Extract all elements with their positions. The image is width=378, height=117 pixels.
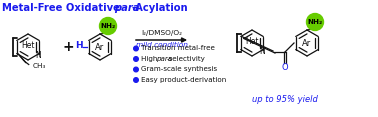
Text: Metal-Free Oxidative: Metal-Free Oxidative: [2, 3, 123, 13]
Text: N: N: [36, 51, 41, 60]
Text: NH₂: NH₂: [307, 19, 322, 25]
Circle shape: [307, 13, 324, 31]
Text: para: para: [114, 3, 139, 13]
Text: N: N: [259, 47, 265, 56]
Circle shape: [134, 46, 138, 51]
Text: High: High: [141, 56, 160, 62]
Circle shape: [134, 57, 138, 61]
Text: Ar: Ar: [302, 38, 311, 48]
Text: Easy product-derivation: Easy product-derivation: [141, 77, 226, 83]
Text: I₂/DMSO/O₂: I₂/DMSO/O₂: [141, 30, 182, 36]
Text: -Acylation: -Acylation: [132, 3, 189, 13]
Text: Het: Het: [245, 38, 259, 46]
Text: H: H: [75, 42, 83, 51]
Text: -selectivity: -selectivity: [167, 56, 206, 62]
Circle shape: [99, 18, 116, 35]
Text: up to 95% yield: up to 95% yield: [252, 95, 318, 104]
Text: CH₃: CH₃: [33, 64, 46, 69]
Text: mild condition: mild condition: [136, 42, 187, 48]
Text: O: O: [282, 62, 288, 71]
Text: Gram-scale synthesis: Gram-scale synthesis: [141, 66, 217, 73]
Text: +: +: [62, 40, 74, 54]
Text: Transition metal-free: Transition metal-free: [141, 46, 215, 51]
Text: Het: Het: [21, 42, 35, 51]
Circle shape: [134, 78, 138, 82]
Text: Ar: Ar: [95, 42, 105, 51]
Text: NH₂: NH₂: [101, 23, 116, 29]
Text: para: para: [156, 56, 172, 62]
Circle shape: [134, 67, 138, 72]
